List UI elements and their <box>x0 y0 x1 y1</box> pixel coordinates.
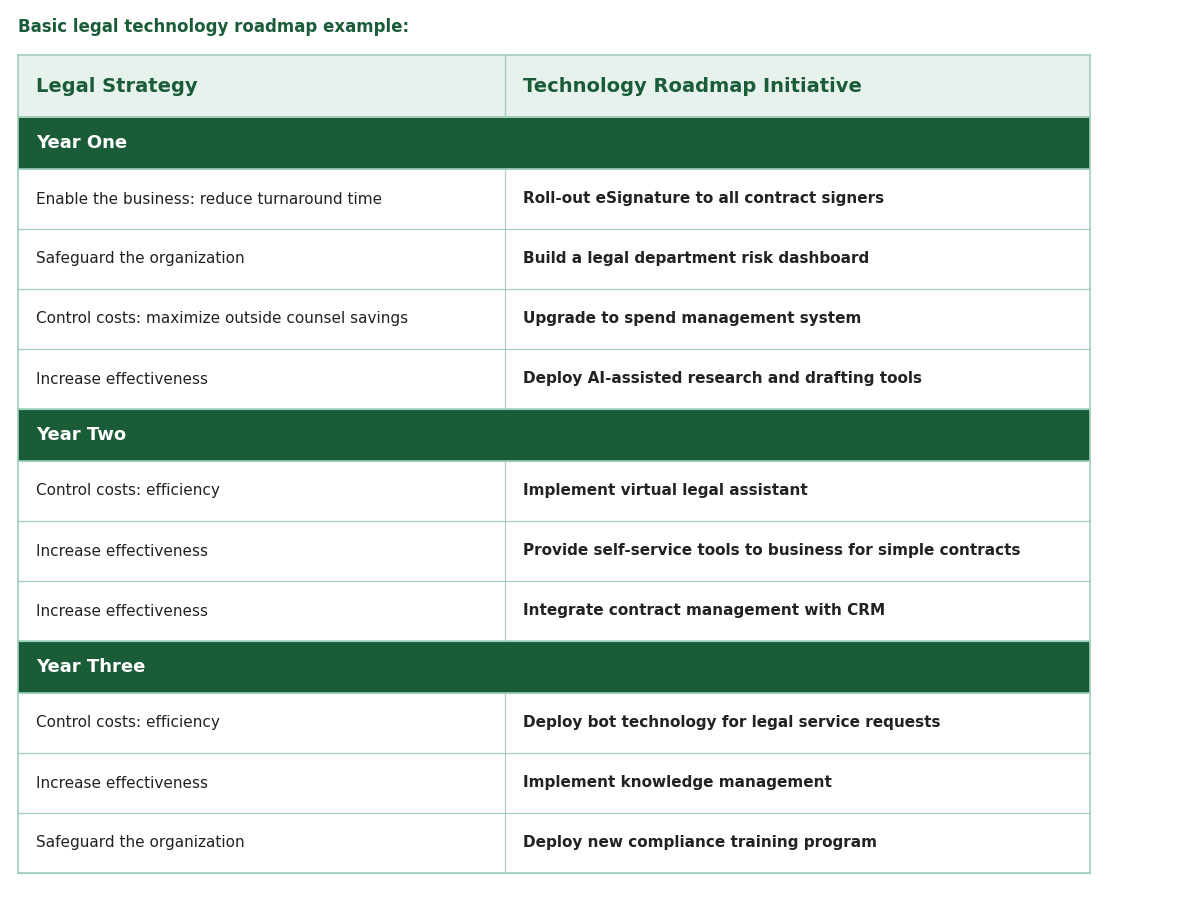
Text: Build a legal department risk dashboard: Build a legal department risk dashboard <box>523 251 869 266</box>
Text: Safeguard the organization: Safeguard the organization <box>36 251 245 266</box>
Text: Year One: Year One <box>36 134 127 152</box>
Text: Enable the business: reduce turnaround time: Enable the business: reduce turnaround t… <box>36 192 382 206</box>
Text: Deploy AI-assisted research and drafting tools: Deploy AI-assisted research and drafting… <box>523 372 922 386</box>
Bar <box>18 581 1090 641</box>
Bar <box>18 753 1090 813</box>
Text: Deploy new compliance training program: Deploy new compliance training program <box>523 835 877 850</box>
Bar <box>18 693 1090 753</box>
Text: Legal Strategy: Legal Strategy <box>36 76 198 95</box>
Text: Increase effectiveness: Increase effectiveness <box>36 604 208 618</box>
Text: Implement knowledge management: Implement knowledge management <box>523 776 832 790</box>
Bar <box>18 117 1090 169</box>
Text: Safeguard the organization: Safeguard the organization <box>36 835 245 850</box>
Text: Implement virtual legal assistant: Implement virtual legal assistant <box>523 483 808 499</box>
Text: Year Three: Year Three <box>36 658 145 676</box>
Text: Control costs: maximize outside counsel savings: Control costs: maximize outside counsel … <box>36 311 408 327</box>
Text: Provide self-service tools to business for simple contracts: Provide self-service tools to business f… <box>523 544 1020 559</box>
Text: Deploy bot technology for legal service requests: Deploy bot technology for legal service … <box>523 716 941 731</box>
Bar <box>18 55 1090 117</box>
Text: Roll-out eSignature to all contract signers: Roll-out eSignature to all contract sign… <box>523 192 884 206</box>
Text: Control costs: efficiency: Control costs: efficiency <box>36 716 220 731</box>
Text: Upgrade to spend management system: Upgrade to spend management system <box>523 311 862 327</box>
Bar <box>18 289 1090 349</box>
Text: Control costs: efficiency: Control costs: efficiency <box>36 483 220 499</box>
Bar <box>18 349 1090 409</box>
Bar <box>18 229 1090 289</box>
Bar <box>18 461 1090 521</box>
Bar <box>18 169 1090 229</box>
Text: Year Two: Year Two <box>36 426 126 444</box>
Text: Basic legal technology roadmap example:: Basic legal technology roadmap example: <box>18 18 409 36</box>
Text: Integrate contract management with CRM: Integrate contract management with CRM <box>523 604 886 618</box>
Text: Increase effectiveness: Increase effectiveness <box>36 776 208 790</box>
Text: Increase effectiveness: Increase effectiveness <box>36 372 208 386</box>
Bar <box>18 813 1090 873</box>
Bar <box>18 641 1090 693</box>
Bar <box>18 409 1090 461</box>
Bar <box>18 521 1090 581</box>
Text: Technology Roadmap Initiative: Technology Roadmap Initiative <box>523 76 862 95</box>
Text: Increase effectiveness: Increase effectiveness <box>36 544 208 559</box>
